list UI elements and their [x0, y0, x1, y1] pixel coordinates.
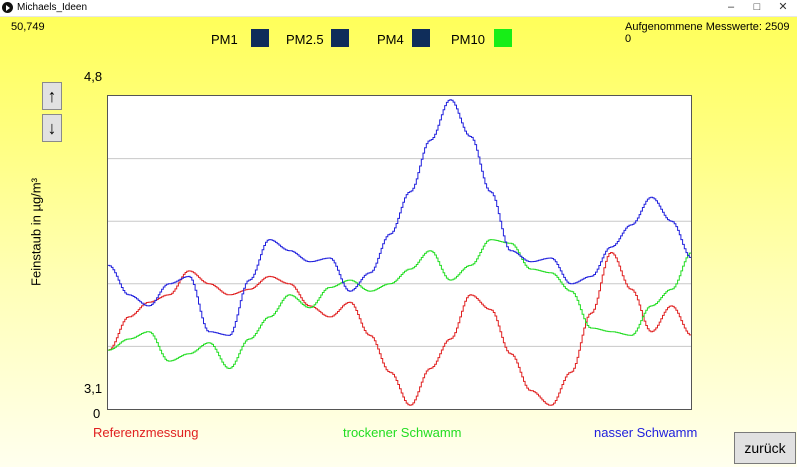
legend-label-pm25: PM2.5: [286, 32, 324, 47]
series-line-2: [108, 99, 692, 336]
window-title: Michaels_Ideen: [17, 2, 88, 13]
record-count-value: 0: [625, 33, 632, 45]
scale-up-button[interactable]: ↑: [42, 82, 62, 110]
value-readout: 50,749: [11, 21, 45, 33]
legend-swatch-pm4: [412, 29, 430, 47]
series-line-1: [108, 239, 692, 369]
series-line-0: [108, 252, 692, 406]
app-icon: [2, 2, 13, 13]
y-tick-min: 3,1: [84, 381, 103, 396]
y-axis-label: Feinstaub in µg/m³: [28, 178, 44, 286]
chart-svg: [108, 99, 692, 406]
series-label-wet-sponge: nasser Schwamm: [594, 425, 698, 440]
record-count-label: Aufgenommene Messwerte: 2509: [625, 21, 790, 33]
close-icon[interactable]: ✕: [778, 1, 788, 13]
scale-down-button[interactable]: ↓: [42, 114, 62, 142]
y-tick-max: 4,8: [84, 69, 103, 84]
back-button-label: zurück: [744, 440, 786, 456]
series-label-reference: Referenzmessung: [93, 425, 199, 440]
title-bar: Michaels_Ideen – □ ✕: [0, 0, 797, 17]
x-start-label: 0: [93, 406, 101, 421]
legend-label-pm4: PM4: [377, 32, 404, 47]
arrow-up-icon: ↑: [47, 86, 57, 106]
legend-swatch-pm1: [251, 29, 269, 47]
legend-label-pm10: PM10: [451, 32, 485, 47]
arrow-down-icon: ↓: [47, 118, 57, 138]
back-button[interactable]: zurück: [734, 432, 796, 464]
legend-swatch-pm10: [494, 29, 512, 47]
maximize-icon[interactable]: □: [753, 1, 761, 13]
minimize-icon[interactable]: –: [727, 1, 735, 13]
legend-swatch-pm25: [331, 29, 349, 47]
app-canvas: 50,749 Aufgenommene Messwerte: 2509 0 PM…: [0, 17, 797, 467]
legend-label-pm1: PM1: [211, 32, 238, 47]
plot-area: [107, 95, 692, 410]
series-label-dry-sponge: trockener Schwamm: [343, 425, 462, 440]
